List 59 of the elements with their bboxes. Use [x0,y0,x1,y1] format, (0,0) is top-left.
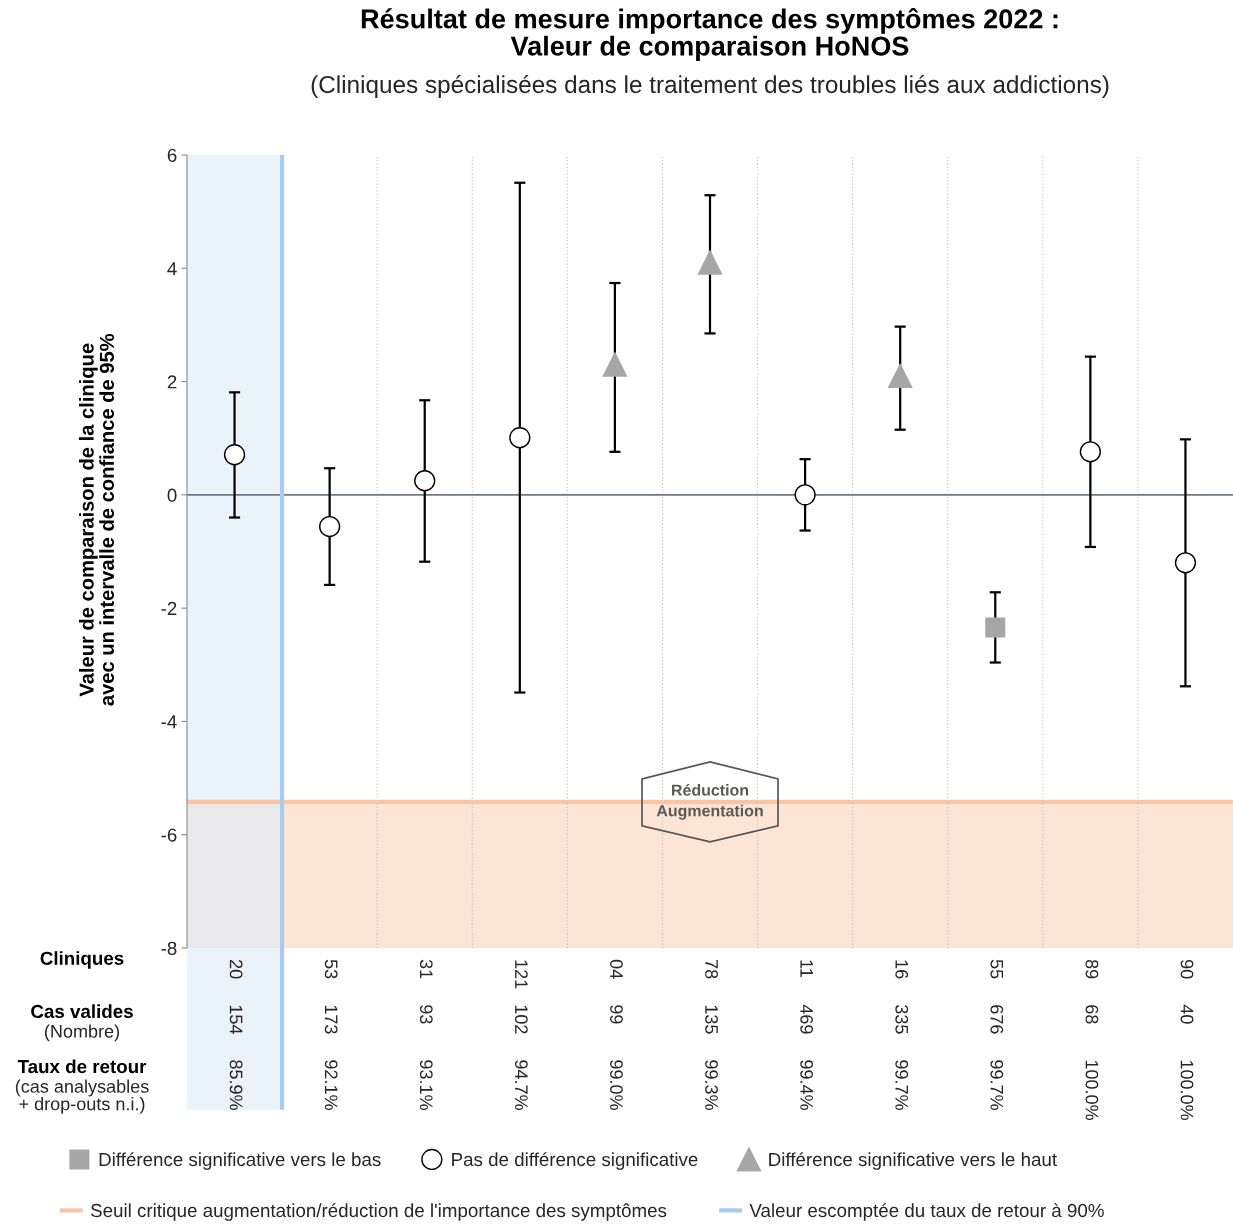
x-tick-label: 31 [419,959,433,979]
annotation: Réduction Augmentation [656,783,763,820]
text: 40 [1180,1004,1194,1024]
x-tick-label: 78 [705,960,718,979]
legend-label: Pas de différence significative [452,1152,698,1170]
text: 173 [324,1005,338,1034]
x-tick-label: 55 [990,959,1004,979]
text: 93 [419,1005,433,1024]
legend-label: Valeur escomptée du taux de retour à 90% [749,1203,1104,1221]
legend-label: Différence significative vers le haut [769,1152,1057,1170]
text: 469 [800,1004,814,1034]
text: 100.0% [1180,1060,1194,1121]
x-tick-label: 20 [229,960,243,979]
y-tick-label: 2 [167,375,177,389]
text: 94.7% [514,1060,528,1110]
y-axis-title: Valeur de comparaison de la clinique avec un intervalle de confiance de 95% [78,333,115,706]
chart-subtitle: (Cliniques spécialisées dans le traitement des troubles liés aux addictions) [311,75,1109,98]
y-tick-label: -6 [161,828,177,842]
y-tick-label: -8 [161,941,177,955]
chart-title: Résultat de mesure importance des symptômes 2022 : Valeur de comparaison HoNOS [361,8,1058,62]
x-axis-title: Cliniques [40,951,124,969]
legend-label: Différence significative vers le bas [99,1152,381,1170]
text: 102 [514,1005,528,1034]
point [985,617,1006,638]
text: 85.9% [229,1060,243,1110]
text: 135 [705,1005,718,1034]
y-tick-label: 0 [167,488,177,502]
y-tick-label: 4 [167,262,177,276]
point [223,444,246,466]
x-tick-label: 16 [895,960,909,979]
text: 99 [610,1005,623,1024]
text: 93.1% [419,1060,433,1110]
x-tick-label: 89 [1085,959,1099,979]
x-tick-label: 11 [800,960,813,977]
x-tick-label: 04 [610,959,623,979]
text: 154 [229,1005,243,1034]
text: 335 [895,1004,909,1034]
point [697,250,723,275]
point [794,484,816,506]
legend-label: Seuil critique augmentation/réduction de l'importance des symptômes [90,1203,667,1221]
y-tick-label: -4 [161,715,177,729]
text: 99.3% [705,1060,718,1110]
text: 100.0% [1085,1060,1099,1121]
text: 99.7% [895,1060,909,1110]
x-tick-label: 121 [515,960,528,989]
x-tick-label: 53 [324,959,338,979]
text: 99.7% [990,1060,1004,1110]
text: 99.0% [610,1060,623,1110]
x-tick-label: 90 [1180,959,1194,979]
y-tick-label: 6 [167,148,177,162]
text: 99.4% [800,1060,814,1110]
text: 68 [1085,1005,1099,1024]
text: 92.1% [324,1060,338,1110]
text: Cas valides (Nombre) [31,1004,133,1042]
text: Taux de retour (cas analysables + drop-outs n.i.) [15,1059,149,1114]
point [888,363,913,389]
text: 676 [990,1005,1004,1034]
y-tick-label: -2 [161,601,177,615]
point [602,352,628,377]
